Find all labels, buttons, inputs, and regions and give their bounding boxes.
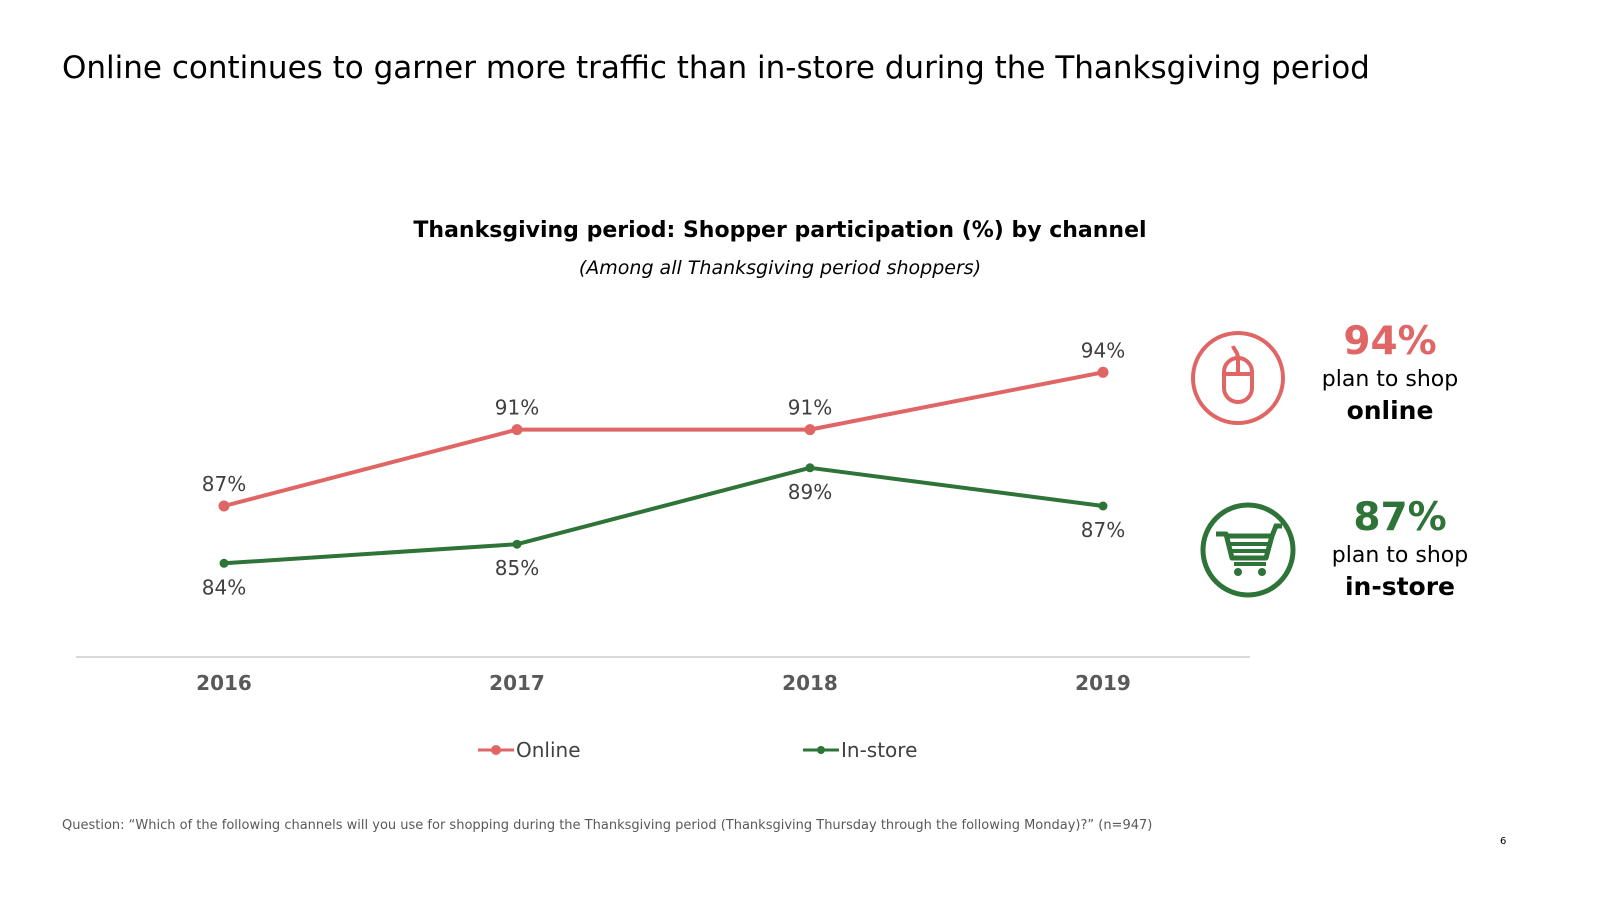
data-label-instore-2019: 87% bbox=[1081, 518, 1125, 542]
data-label-online-2018: 91% bbox=[788, 396, 832, 420]
x-tick-label-2017: 2017 bbox=[489, 671, 545, 695]
x-tick-label-2019: 2019 bbox=[1075, 671, 1131, 695]
data-label-online-2016: 87% bbox=[202, 472, 246, 496]
data-point-instore-2016 bbox=[219, 558, 229, 568]
legend-instore-label: In-store bbox=[841, 738, 918, 762]
data-label-instore-2016: 84% bbox=[202, 575, 246, 599]
data-label-instore-2017: 85% bbox=[495, 556, 539, 580]
legend-online-marker bbox=[478, 745, 514, 755]
data-point-instore-2017 bbox=[512, 539, 522, 549]
legend-instore-marker bbox=[803, 746, 839, 754]
data-point-instore-2019 bbox=[1098, 501, 1108, 511]
data-point-instore-2018 bbox=[805, 463, 815, 473]
instore-callout: 87% plan to shop in-store bbox=[1305, 498, 1495, 601]
instore-callout-channel: in-store bbox=[1344, 572, 1456, 601]
data-point-online-2017 bbox=[511, 424, 523, 436]
footnote: Question: “Which of the following channe… bbox=[62, 818, 1153, 833]
series-line-instore bbox=[223, 465, 1104, 566]
x-tick-label-2018: 2018 bbox=[782, 671, 838, 695]
online-callout-value: 94% bbox=[1343, 319, 1437, 364]
chart-title: Thanksgiving period: Shopper participati… bbox=[413, 218, 1147, 243]
legend-item-online: Online bbox=[478, 738, 581, 762]
instore-callout-value: 87% bbox=[1353, 495, 1447, 540]
legend-item-instore: In-store bbox=[803, 738, 917, 762]
chart-subtitle: (Among all Thanksgiving period shoppers) bbox=[578, 257, 982, 279]
data-label-online-2019: 94% bbox=[1081, 338, 1125, 362]
series-line-online bbox=[223, 370, 1104, 508]
x-tick-label-2016: 2016 bbox=[196, 671, 252, 695]
online-callout-channel: online bbox=[1346, 396, 1434, 425]
slide-title: Online continues to garner more traffic … bbox=[62, 50, 1370, 86]
online-callout-text: plan to shop bbox=[1321, 367, 1459, 392]
legend-online-label: Online bbox=[516, 738, 581, 762]
data-point-online-2016 bbox=[218, 500, 230, 512]
data-point-online-2018 bbox=[804, 424, 816, 436]
page-number: 6 bbox=[1500, 836, 1507, 847]
computer-mouse-icon bbox=[1190, 330, 1286, 426]
online-callout: 94% plan to shop online bbox=[1300, 322, 1480, 425]
shopping-cart-icon bbox=[1200, 502, 1296, 598]
data-label-online-2017: 91% bbox=[495, 396, 539, 420]
data-label-instore-2018: 89% bbox=[788, 480, 832, 504]
data-point-online-2019 bbox=[1097, 366, 1109, 378]
instore-callout-text: plan to shop bbox=[1331, 543, 1469, 568]
